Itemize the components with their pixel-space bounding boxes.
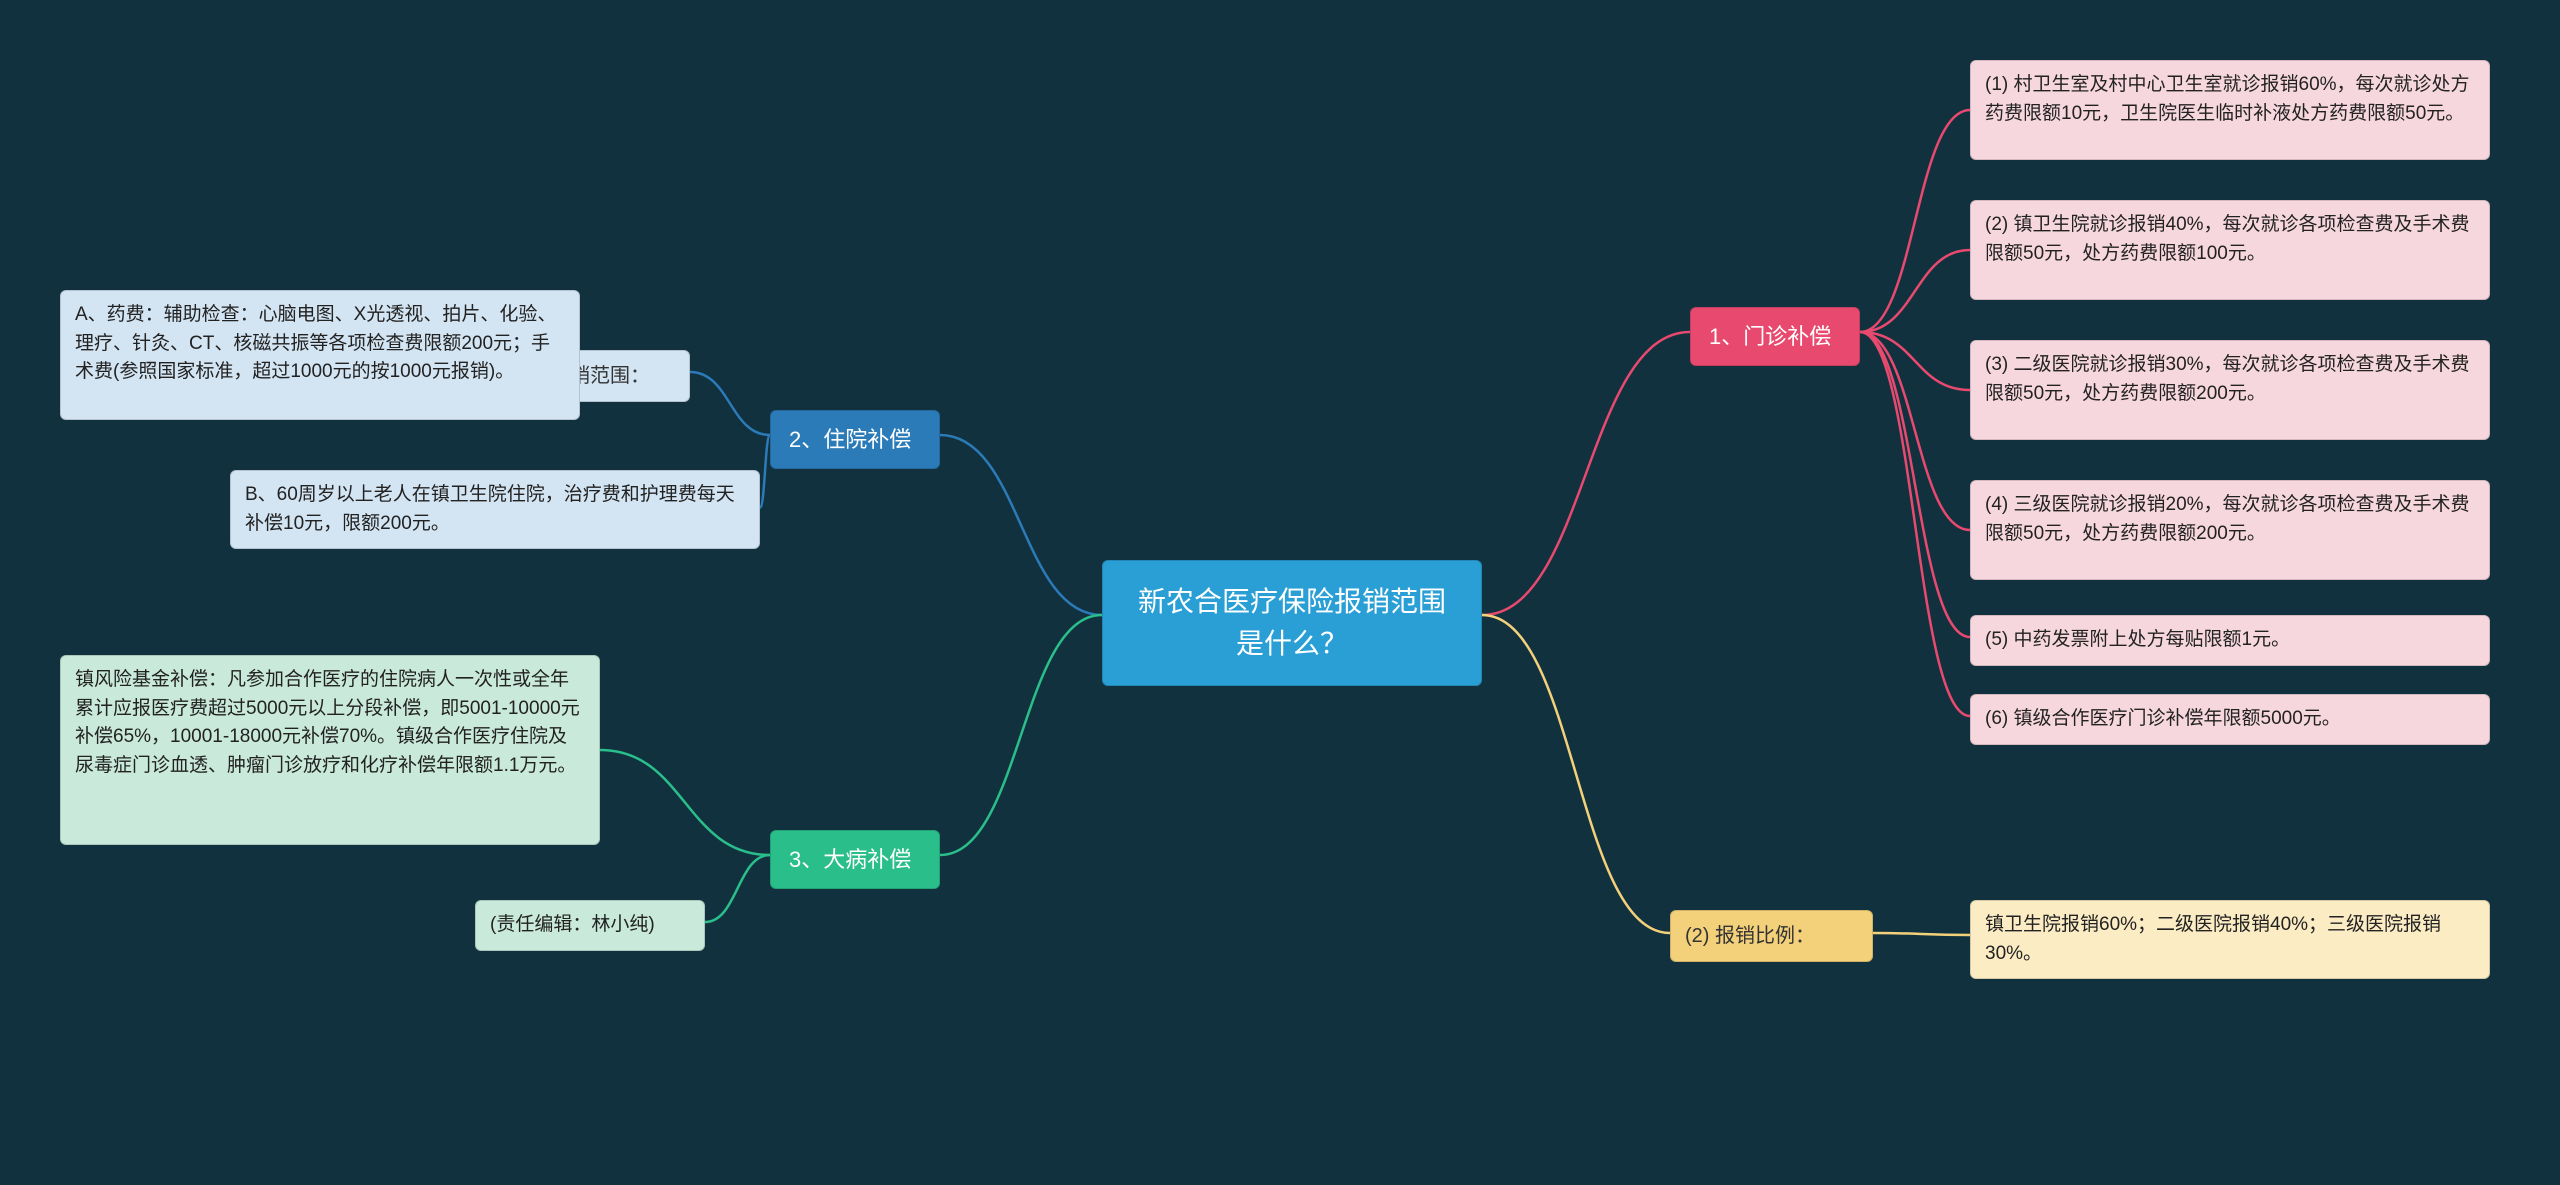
branch-label: 2、住院补偿: [789, 427, 911, 452]
connector-edge: [760, 435, 770, 508]
leaf-text: 镇风险基金补偿：凡参加合作医疗的住院病人一次性或全年累计应报医疗费超过5000元…: [75, 669, 580, 776]
leaf-outpatient-2[interactable]: (2) 镇卫生院就诊报销40%，每次就诊各项检查费及手术费限额50元，处方药费限…: [1970, 200, 2490, 300]
connector-edge: [705, 855, 770, 922]
branch-label: (2) 报销比例：: [1685, 925, 1815, 947]
leaf-outpatient-3[interactable]: (3) 二级医院就诊报销30%，每次就诊各项检查费及手术费限额50元，处方药费限…: [1970, 340, 2490, 440]
leaf-text: (2) 镇卫生院就诊报销40%，每次就诊各项检查费及手术费限额50元，处方药费限…: [1985, 214, 2470, 264]
connector-edge: [1860, 332, 1970, 716]
leaf-ratio-1[interactable]: 镇卫生院报销60%；二级医院报销40%；三级医院报销30%。: [1970, 900, 2490, 979]
connector-edge: [940, 615, 1102, 855]
leaf-text: B、60周岁以上老人在镇卫生院住院，治疗费和护理费每天补偿10元，限额200元。: [245, 484, 735, 534]
branch-major-illness[interactable]: 3、大病补偿: [770, 830, 940, 889]
leaf-major-b[interactable]: (责任编辑：林小纯): [475, 900, 705, 951]
leaf-text: (3) 二级医院就诊报销30%，每次就诊各项检查费及手术费限额50元，处方药费限…: [1985, 354, 2470, 404]
connector-edge: [600, 750, 770, 855]
leaf-major-a[interactable]: 镇风险基金补偿：凡参加合作医疗的住院病人一次性或全年累计应报医疗费超过5000元…: [60, 655, 600, 845]
connector-edge: [1873, 933, 1970, 935]
branch-inpatient[interactable]: 2、住院补偿: [770, 410, 940, 469]
leaf-outpatient-1[interactable]: (1) 村卫生室及村中心卫生室就诊报销60%，每次就诊处方药费限额10元，卫生院…: [1970, 60, 2490, 160]
connector-edge: [940, 435, 1102, 615]
connector-edge: [1860, 332, 1970, 637]
leaf-outpatient-6[interactable]: (6) 镇级合作医疗门诊补偿年限额5000元。: [1970, 694, 2490, 745]
branch-label: 3、大病补偿: [789, 847, 911, 872]
leaf-inpatient-b[interactable]: B、60周岁以上老人在镇卫生院住院，治疗费和护理费每天补偿10元，限额200元。: [230, 470, 760, 549]
branch-reimburse-ratio[interactable]: (2) 报销比例：: [1670, 910, 1873, 962]
leaf-text: (6) 镇级合作医疗门诊补偿年限额5000元。: [1985, 708, 2341, 729]
leaf-text: (责任编辑：林小纯): [490, 914, 655, 935]
connector-edge: [1860, 332, 1970, 390]
connector-edge: [1860, 332, 1970, 530]
connector-edge: [1860, 250, 1970, 332]
leaf-outpatient-4[interactable]: (4) 三级医院就诊报销20%，每次就诊各项检查费及手术费限额50元，处方药费限…: [1970, 480, 2490, 580]
root-node[interactable]: 新农合医疗保险报销范围 是什么？: [1102, 560, 1482, 686]
leaf-inpatient-a[interactable]: A、药费：辅助检查：心脑电图、X光透视、拍片、化验、理疗、针灸、CT、核磁共振等…: [60, 290, 580, 420]
leaf-text: (1) 村卫生室及村中心卫生室就诊报销60%，每次就诊处方药费限额10元，卫生院…: [1985, 74, 2470, 124]
branch-label: 1、门诊补偿: [1709, 324, 1831, 349]
root-text: 新农合医疗保险报销范围 是什么？: [1138, 581, 1446, 665]
leaf-text: (4) 三级医院就诊报销20%，每次就诊各项检查费及手术费限额50元，处方药费限…: [1985, 494, 2470, 544]
leaf-text: A、药费：辅助检查：心脑电图、X光透视、拍片、化验、理疗、针灸、CT、核磁共振等…: [75, 304, 556, 382]
connector-edge: [1482, 332, 1690, 615]
connector-edge: [1860, 110, 1970, 332]
branch-outpatient[interactable]: 1、门诊补偿: [1690, 307, 1860, 366]
connector-edge: [1482, 615, 1670, 933]
leaf-text: 镇卫生院报销60%；二级医院报销40%；三级医院报销30%。: [1985, 914, 2441, 964]
leaf-outpatient-5[interactable]: (5) 中药发票附上处方每贴限额1元。: [1970, 615, 2490, 666]
connector-edge: [690, 372, 770, 435]
leaf-text: (5) 中药发票附上处方每贴限额1元。: [1985, 629, 2290, 650]
